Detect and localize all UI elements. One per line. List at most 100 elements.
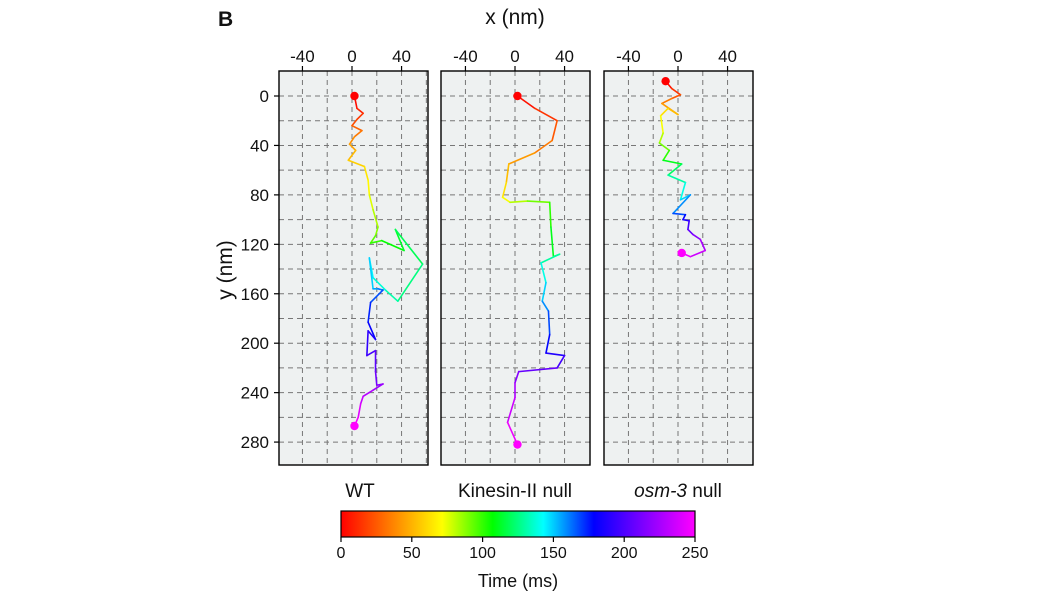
trajectory-segment [363, 165, 369, 181]
x-tick-label: 40 [555, 47, 574, 66]
x-tick-label: -40 [453, 47, 478, 66]
trajectory-segment [526, 200, 551, 204]
trajectory-segment [369, 239, 383, 244]
trajectory-segment [547, 310, 551, 336]
trajectory-start-point [513, 91, 522, 101]
colorbar: 0 50 100 150 200 250 Time (ms) [337, 510, 709, 591]
trajectory-segment [369, 234, 377, 244]
trajectory-segment [541, 300, 550, 312]
trajectory-segment [672, 212, 687, 216]
trajectory-segment [541, 281, 547, 302]
trajectory-segment [545, 352, 566, 357]
trajectory-segment [353, 129, 363, 138]
panel-frame [278, 70, 429, 466]
trajectory-segment [351, 124, 363, 132]
trajectory-segment [659, 107, 669, 117]
panel-0: -40 0 40 [278, 47, 429, 466]
figure-letter: B [218, 8, 233, 31]
colorbar-tick-label: 0 [337, 545, 346, 562]
trajectory-segment [357, 402, 362, 419]
trajectory-segment [534, 107, 558, 122]
trajectory-segment [397, 263, 424, 302]
trajectory-segment [508, 152, 536, 165]
trajectory-segment [658, 132, 664, 144]
trajectory-segment [682, 218, 690, 222]
x-tick-label: -40 [290, 47, 315, 66]
x-tick-label: 0 [673, 47, 682, 66]
trajectory-segment [348, 143, 357, 152]
trajectory-segment [540, 262, 547, 284]
trajectory-segment [662, 149, 671, 162]
trajectory-segment [509, 200, 529, 204]
colorbar-tick-label: 250 [682, 545, 709, 562]
trajectory-segment [682, 213, 687, 221]
trajectory-segment [534, 139, 553, 154]
trajectory-end-point [677, 248, 686, 258]
trajectory-segment [556, 354, 566, 369]
trajectory-segment [372, 383, 384, 391]
trajectory-end-point [513, 440, 522, 449]
trajectory-segment [545, 333, 551, 354]
trajectory-segment [692, 233, 702, 241]
trajectory-segment [374, 226, 379, 237]
trajectory-segment [372, 276, 387, 291]
trajectory-segment [687, 220, 690, 231]
trajectory-segment [356, 107, 364, 115]
y-tick-label: 40 [250, 136, 269, 155]
trajectory-segment [347, 159, 366, 168]
y-tick-label: 160 [241, 285, 269, 304]
trajectory-segment [679, 181, 687, 201]
trajectory-segment [380, 239, 405, 252]
trajectory-segment [506, 396, 516, 424]
trajectory-segment [356, 112, 364, 121]
trajectory-segment [551, 119, 558, 142]
trajectory-end-point [350, 421, 359, 431]
trajectory-segment [351, 118, 358, 127]
trajectory-segment [514, 370, 520, 384]
trajectory-segment [384, 289, 399, 302]
colorbar-title: Time (ms) [478, 571, 558, 591]
trajectory-segment [667, 174, 687, 184]
trajectory-start-point [350, 91, 359, 101]
trajectory-segment [672, 194, 692, 215]
trajectory-segment [671, 93, 682, 100]
panel-label-osm3-italic: osm-3 [634, 481, 687, 502]
panel-2: -40 0 40 [603, 47, 754, 466]
trajectory-segment [367, 321, 377, 341]
trajectory-segment [501, 181, 508, 199]
trajectory-segment [517, 367, 558, 373]
trajectory-segment [658, 142, 671, 152]
trajectory-segment [366, 349, 377, 357]
panel-1: -40 0 40 [440, 47, 591, 466]
y-tick-label: 240 [241, 384, 269, 403]
trajectory-segment [662, 159, 683, 165]
trajectory-segment [505, 163, 510, 184]
panel-names: WT Kinesin-II null osm-3 null [345, 481, 722, 502]
trajectory-segment [659, 114, 664, 134]
trajectory-segment [394, 228, 424, 265]
panel-label-osm3-null: osm-3 null [634, 481, 722, 502]
panels-group: -40 0 40 -40 0 40 -40 0 40 [278, 47, 754, 466]
trajectory-segment [394, 228, 405, 252]
x-axis-title: x (nm) [485, 6, 545, 29]
trajectory-segment [687, 228, 694, 236]
y-tick-labels: 0 40 80 120 160 200 240 280 [241, 87, 279, 452]
colorbar-tick-label: 150 [540, 545, 567, 562]
panel-label-wt: WT [345, 481, 375, 502]
trajectory-segment [540, 253, 561, 264]
colorbar-tick-label: 50 [403, 545, 421, 562]
trajectory-start-point [661, 76, 670, 86]
colorbar-tick-label: 200 [611, 545, 638, 562]
x-tick-label: 0 [347, 47, 356, 66]
trajectory-segment [667, 163, 683, 176]
trajectory-segment [501, 196, 511, 204]
trajectory-segment [367, 179, 371, 196]
trajectory-segment [347, 149, 357, 162]
y-tick-label: 120 [241, 235, 269, 254]
x-tick-label: 0 [510, 47, 519, 66]
trajectory-segment [362, 389, 374, 398]
trajectory-segment [671, 87, 682, 96]
y-tick-label: 280 [241, 433, 269, 452]
x-tick-label: 40 [392, 47, 411, 66]
panel-background [279, 71, 428, 465]
